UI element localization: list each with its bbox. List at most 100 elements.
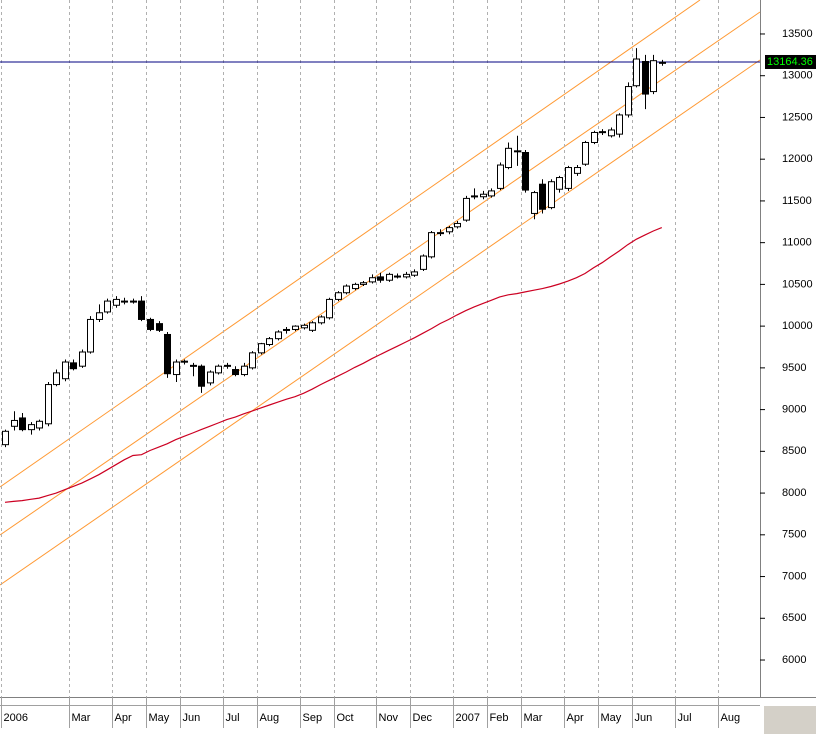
candle bbox=[582, 140, 589, 166]
candle bbox=[428, 230, 435, 259]
scrollbar[interactable] bbox=[764, 706, 816, 734]
y-tick-label: 9000 bbox=[782, 404, 806, 416]
candle bbox=[28, 422, 35, 435]
candle-body bbox=[582, 141, 589, 165]
candle bbox=[318, 315, 325, 325]
candle-body bbox=[539, 183, 546, 210]
candle-body bbox=[386, 273, 393, 281]
candle bbox=[283, 326, 290, 334]
x-tick-label: 2007 bbox=[456, 712, 480, 724]
candle bbox=[642, 54, 649, 110]
x-tick-label: Aug bbox=[721, 712, 741, 724]
x-tick-label: Feb bbox=[490, 712, 509, 724]
candle bbox=[556, 175, 563, 193]
candle bbox=[326, 297, 333, 320]
candle-body bbox=[565, 167, 572, 189]
candle-body bbox=[249, 352, 256, 369]
candle-body bbox=[241, 365, 248, 376]
candle bbox=[258, 342, 265, 355]
y-tick-label: 7500 bbox=[782, 529, 806, 541]
candle-body bbox=[292, 325, 299, 330]
candle-body bbox=[53, 372, 60, 386]
candle-body bbox=[650, 60, 657, 93]
candle bbox=[121, 297, 128, 305]
x-tick-label: Dec bbox=[413, 712, 433, 724]
candle-body bbox=[591, 131, 598, 143]
candle-body bbox=[19, 417, 26, 431]
candle bbox=[2, 429, 9, 448]
candle bbox=[181, 359, 188, 365]
y-tick-label: 6500 bbox=[782, 612, 806, 624]
x-tick-label: Jul bbox=[678, 712, 692, 724]
candle bbox=[224, 362, 231, 369]
x-tick-label: Mar bbox=[72, 712, 91, 724]
candle-body bbox=[275, 331, 282, 340]
candle-body bbox=[411, 271, 418, 276]
x-tick-label: Nov bbox=[379, 712, 399, 724]
candle bbox=[522, 150, 529, 193]
candle bbox=[599, 129, 606, 135]
candle-body bbox=[62, 361, 69, 380]
candle bbox=[87, 316, 94, 354]
candle bbox=[301, 323, 308, 330]
last-value-tag bbox=[765, 54, 816, 69]
candle bbox=[198, 364, 205, 393]
candle-body bbox=[301, 324, 308, 329]
candle-body bbox=[522, 152, 529, 191]
x-tick-label: Aug bbox=[260, 712, 280, 724]
candle-body bbox=[28, 424, 35, 431]
candle-body bbox=[130, 300, 137, 303]
candle bbox=[369, 274, 376, 284]
candle-body bbox=[173, 361, 180, 376]
candle bbox=[548, 179, 555, 210]
candle bbox=[130, 298, 137, 304]
candle-body bbox=[437, 232, 444, 235]
candle-body bbox=[45, 384, 52, 425]
y-tick-label: 10500 bbox=[782, 278, 813, 290]
candle-body bbox=[454, 222, 461, 228]
candle bbox=[190, 362, 197, 377]
candle bbox=[215, 364, 222, 375]
candle-body bbox=[616, 114, 623, 135]
candle bbox=[497, 162, 504, 191]
candle-body bbox=[420, 255, 427, 270]
candle-body bbox=[394, 275, 401, 278]
candle bbox=[70, 359, 77, 371]
x-tick-label: Mar bbox=[524, 712, 543, 724]
y-tick-label: 10000 bbox=[782, 320, 813, 332]
candle-body bbox=[113, 298, 120, 306]
y-tick-label: 8000 bbox=[782, 487, 806, 499]
x-tick-label: Oct bbox=[337, 712, 354, 724]
candle bbox=[266, 336, 273, 347]
candle bbox=[403, 271, 410, 279]
candle-body bbox=[488, 190, 495, 197]
candle-body bbox=[514, 150, 521, 153]
candle-body bbox=[548, 181, 555, 209]
x-tick-label: Apr bbox=[567, 712, 584, 724]
candle bbox=[335, 291, 342, 302]
price-axis-panel bbox=[760, 0, 816, 697]
candle bbox=[104, 298, 111, 314]
candle-body bbox=[352, 283, 359, 290]
candle-body bbox=[232, 369, 239, 376]
candle bbox=[437, 229, 444, 236]
candle bbox=[565, 165, 572, 191]
candle bbox=[420, 254, 427, 272]
candle bbox=[113, 296, 120, 308]
candle bbox=[45, 382, 52, 427]
candle-body bbox=[138, 300, 145, 320]
candle-body bbox=[463, 197, 470, 221]
candle-body bbox=[121, 300, 128, 303]
candle-body bbox=[70, 362, 77, 370]
candle-body bbox=[471, 195, 478, 198]
candle bbox=[19, 412, 26, 432]
x-tick-label: May bbox=[149, 712, 170, 724]
candle-body bbox=[377, 276, 384, 281]
candle-body bbox=[369, 277, 376, 283]
candle-body bbox=[446, 227, 453, 233]
candle-body bbox=[343, 285, 350, 294]
x-tick-label: 2006 bbox=[4, 712, 28, 724]
candle bbox=[275, 330, 282, 341]
candle bbox=[36, 419, 43, 431]
